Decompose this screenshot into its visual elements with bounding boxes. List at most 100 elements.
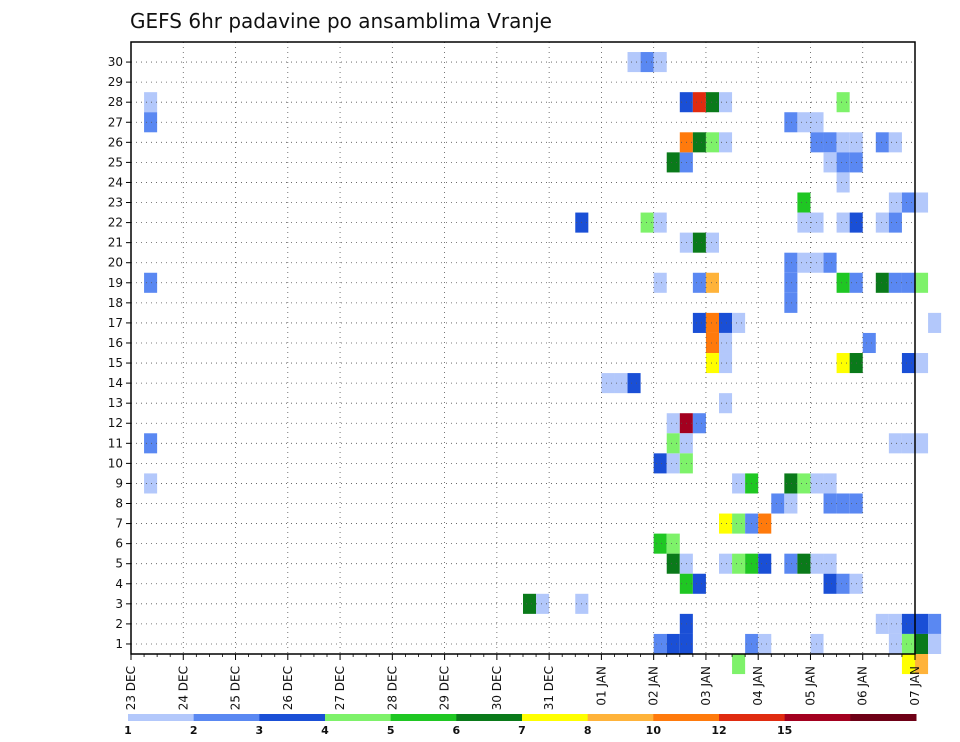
- colorbar-swatch: [719, 714, 786, 721]
- heatmap-cell: [797, 553, 811, 574]
- heatmap-cell: [705, 272, 719, 293]
- heatmap-cell: [836, 152, 850, 173]
- heatmap-cell: [692, 272, 706, 293]
- x-tick-label: 23 DEC: [124, 666, 138, 710]
- heatmap-cell: [797, 112, 811, 133]
- heatmap-cell: [836, 132, 850, 153]
- heatmap-cell: [719, 332, 733, 354]
- colorbar-swatch: [653, 714, 720, 721]
- heatmap-cell: [888, 613, 902, 634]
- heatmap-cell: [666, 533, 680, 554]
- heatmap-cell: [144, 473, 158, 494]
- heatmap-cell: [797, 252, 811, 273]
- y-tick-label: 2: [115, 617, 123, 631]
- heatmap-cell: [784, 493, 798, 514]
- heatmap-cell: [705, 132, 719, 153]
- x-tick-label: 07 JAN: [908, 666, 922, 706]
- y-tick-label: 27: [108, 115, 123, 129]
- x-tick-label: 02 JAN: [647, 666, 661, 706]
- x-tick-label: 26 DEC: [281, 666, 295, 710]
- heatmap-cell: [666, 453, 680, 474]
- colorbar-swatch: [390, 714, 457, 721]
- heatmap-cell: [719, 132, 733, 153]
- y-tick-label: 30: [108, 55, 123, 69]
- heatmap-cell: [705, 92, 719, 113]
- heatmap-cell: [144, 92, 158, 113]
- y-tick-label: 23: [108, 196, 123, 210]
- y-tick-label: 20: [108, 256, 123, 270]
- colorbar-swatch: [784, 714, 851, 721]
- x-tick-label: 01 JAN: [594, 666, 608, 706]
- x-tick-label: 04 JAN: [751, 666, 765, 706]
- x-axis-ticks: 23 DEC 24 DEC 25 DEC 26 DEC 27 DEC 28 DEC 29 D…: [124, 654, 922, 710]
- y-tick-label: 21: [108, 236, 123, 250]
- colorbar-swatch: [325, 714, 392, 721]
- y-tick-label: 11: [108, 436, 123, 450]
- y-tick-label: 12: [108, 416, 123, 430]
- y-tick-label: 3: [115, 597, 123, 611]
- heatmap-cell: [719, 393, 733, 414]
- heatmap-cell: [627, 373, 641, 394]
- y-tick-label: 24: [108, 175, 123, 189]
- y-tick-label: 4: [115, 577, 123, 591]
- heatmap-cell: [758, 513, 772, 534]
- heatmap-cell: [862, 332, 876, 354]
- heatmap-cell: [692, 312, 706, 333]
- heatmap-cell: [836, 573, 850, 594]
- heatmap-cell: [836, 212, 850, 233]
- heatmap-cell: [705, 332, 719, 354]
- heatmap-cell: [823, 152, 837, 173]
- heatmap-cell: [627, 52, 641, 73]
- colorbar-label: 5: [387, 724, 395, 737]
- y-tick-label: 22: [108, 216, 123, 230]
- heatmap-cell: [653, 212, 667, 233]
- x-tick-label: 03 JAN: [699, 666, 713, 706]
- heatmap-cell: [666, 553, 680, 574]
- heatmap-cell: [823, 132, 837, 153]
- plot-frame: [130, 41, 916, 655]
- heatmap-cell: [692, 232, 706, 253]
- y-tick-label: 9: [115, 476, 123, 490]
- heatmap-cell: [692, 132, 706, 153]
- heatmap-cell: [732, 654, 746, 675]
- heatmap-cell: [666, 152, 680, 173]
- x-tick-label: 06 JAN: [856, 666, 870, 706]
- colorbar-swatch: [259, 714, 326, 721]
- heatmap-cell: [901, 353, 915, 374]
- colorbar-label: 12: [711, 724, 726, 737]
- y-tick-label: 14: [108, 376, 123, 390]
- heatmap-cell: [771, 493, 785, 514]
- y-tick-label: 28: [108, 95, 123, 109]
- heatmap-cell: [901, 654, 915, 675]
- heatmap-cell: [705, 353, 719, 374]
- colorbar-swatch: [456, 714, 523, 721]
- heatmap-cell: [144, 272, 158, 293]
- heatmap-cell: [692, 413, 706, 434]
- y-tick-label: 1: [115, 637, 123, 651]
- y-tick-label: 19: [108, 276, 123, 290]
- heatmap-cell: [915, 633, 929, 654]
- grid-lines: [131, 42, 915, 654]
- heatmap-cell: [144, 433, 158, 454]
- heatmap-cell: [144, 112, 158, 133]
- heatmap-cell: [888, 192, 902, 213]
- heatmap-cell: [836, 272, 850, 293]
- heatmap-cell: [732, 513, 746, 534]
- heatmap-cell: [653, 633, 667, 654]
- heatmap-cell: [692, 573, 706, 594]
- heatmap-cell: [719, 92, 733, 113]
- heatmap-cell: [915, 192, 929, 213]
- y-tick-label: 8: [115, 497, 123, 511]
- heatmap-cell: [784, 112, 798, 133]
- heatmap-cell: [901, 272, 915, 293]
- colorbar-label: 8: [584, 724, 592, 737]
- y-tick-label: 25: [108, 155, 123, 169]
- x-tick-label: 31 DEC: [542, 666, 556, 710]
- heatmap-cell: [915, 433, 929, 454]
- heatmap-cell: [719, 312, 733, 333]
- colorbar-swatch: [522, 714, 589, 721]
- heatmap-cell: [836, 493, 850, 514]
- colorbar-swatch: [128, 714, 195, 721]
- heatmap-cell: [732, 473, 746, 494]
- colorbar-label: 10: [646, 724, 662, 737]
